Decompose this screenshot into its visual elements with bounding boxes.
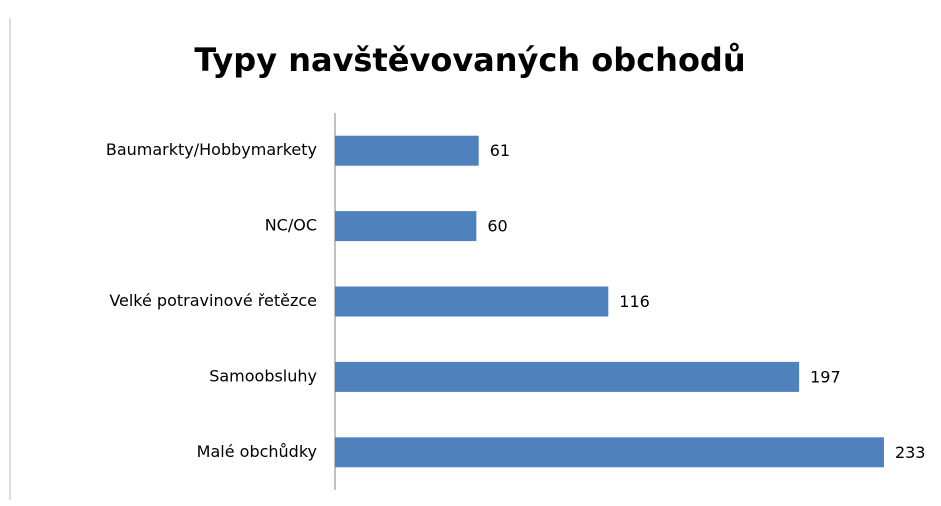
chart-title: Typy navštěvovaných obchodů (194, 41, 745, 79)
value-label: 60 (487, 217, 507, 236)
value-label: 61 (490, 141, 510, 160)
value-label: 116 (619, 292, 650, 311)
value-label: 197 (810, 367, 841, 386)
bar (335, 361, 800, 392)
category-label: Baumarkty/Hobbymarkety (106, 140, 317, 159)
category-label: Malé obchůdky (197, 442, 317, 461)
bar (335, 135, 479, 166)
bar (335, 437, 884, 468)
category-label: Samoobsluhy (209, 366, 317, 385)
bar (335, 211, 477, 242)
bar (335, 286, 609, 317)
value-label: 233 (895, 443, 926, 462)
category-label: Velké potravinové řetězce (109, 291, 317, 310)
category-label: NC/OC (265, 216, 317, 235)
